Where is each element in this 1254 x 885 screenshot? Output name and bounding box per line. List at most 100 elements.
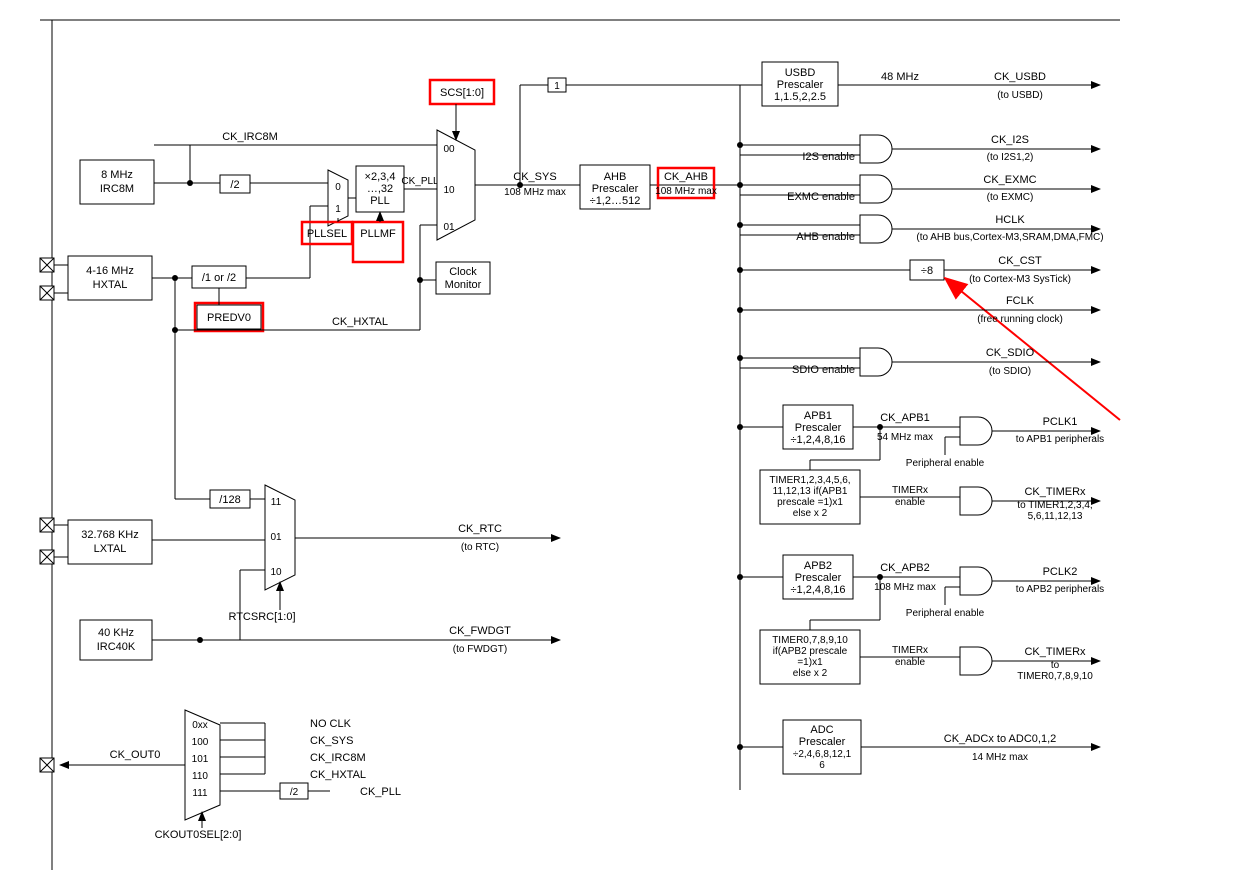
svg-text:CK_IRC8M: CK_IRC8M xyxy=(310,752,366,764)
svg-text:CK_OUT0: CK_OUT0 xyxy=(110,749,161,761)
svg-text:to: to xyxy=(1051,660,1060,671)
svg-text:108 MHz max: 108 MHz max xyxy=(504,187,566,198)
svg-text:CK_PLL: CK_PLL xyxy=(360,786,401,798)
svg-text:PCLK2: PCLK2 xyxy=(1043,566,1078,578)
svg-text:108 MHz max: 108 MHz max xyxy=(874,582,936,593)
svg-text:11,12,13 if(APB1: 11,12,13 if(APB1 xyxy=(773,486,848,497)
svg-text:LXTAL: LXTAL xyxy=(94,543,127,555)
svg-text:1: 1 xyxy=(554,81,560,92)
svg-text:/1 or /2: /1 or /2 xyxy=(202,272,236,284)
svg-text:TIMER0,7,8,9,10: TIMER0,7,8,9,10 xyxy=(772,635,848,646)
svg-text:CK_SDIO: CK_SDIO xyxy=(986,347,1035,359)
svg-text:APB1: APB1 xyxy=(804,410,832,422)
svg-text:NO CLK: NO CLK xyxy=(310,718,352,730)
svg-text:CK_AHB: CK_AHB xyxy=(664,171,708,183)
svg-text:=1)x1: =1)x1 xyxy=(797,657,823,668)
svg-text:÷1,2,4,8,16: ÷1,2,4,8,16 xyxy=(791,434,846,446)
svg-text:HCLK: HCLK xyxy=(995,214,1025,226)
svg-text:54 MHz max: 54 MHz max xyxy=(877,432,933,443)
svg-text:01: 01 xyxy=(270,532,282,543)
svg-text:TIMER0,7,8,9,10: TIMER0,7,8,9,10 xyxy=(1017,671,1093,682)
irc40k-block xyxy=(80,620,152,660)
svg-text:(to USBD): (to USBD) xyxy=(997,90,1043,101)
svg-text:PLLSEL: PLLSEL xyxy=(307,228,347,240)
svg-text:(to SDIO): (to SDIO) xyxy=(989,366,1031,377)
svg-text:CK_CST: CK_CST xyxy=(998,255,1042,267)
svg-text:40 KHz: 40 KHz xyxy=(98,627,134,639)
svg-text:0xx: 0xx xyxy=(192,720,208,731)
svg-text:EXMC enable: EXMC enable xyxy=(787,191,855,203)
svg-text:CK_USBD: CK_USBD xyxy=(994,71,1046,83)
svg-text:Monitor: Monitor xyxy=(445,279,482,291)
svg-text:÷8: ÷8 xyxy=(921,265,933,277)
svg-text:PLLMF: PLLMF xyxy=(360,228,396,240)
svg-text:CK_APB2: CK_APB2 xyxy=(880,562,930,574)
svg-text:CKOUT0SEL[2:0]: CKOUT0SEL[2:0] xyxy=(155,829,242,841)
svg-text:Prescaler: Prescaler xyxy=(777,79,824,91)
svg-text:(free running clock): (free running clock) xyxy=(977,314,1063,325)
svg-text:CK_EXMC: CK_EXMC xyxy=(983,174,1036,186)
svg-text:10: 10 xyxy=(270,567,282,578)
svg-text:Prescaler: Prescaler xyxy=(592,183,639,195)
svg-text:÷1,2…512: ÷1,2…512 xyxy=(590,195,641,207)
svg-text:×2,3,4: ×2,3,4 xyxy=(365,171,396,183)
svg-text:PCLK1: PCLK1 xyxy=(1043,416,1078,428)
svg-text:CK_TIMERx: CK_TIMERx xyxy=(1024,486,1086,498)
svg-text:÷2,4,6,8,12,1: ÷2,4,6,8,12,1 xyxy=(793,749,852,760)
hxtal-block xyxy=(68,256,152,300)
svg-text:110: 110 xyxy=(192,771,208,782)
svg-text:(to RTC): (to RTC) xyxy=(461,542,499,553)
svg-text:CK_FWDGT: CK_FWDGT xyxy=(449,625,511,637)
irc8m-l1: 8 MHz xyxy=(101,169,133,181)
svg-text:CK_RTC: CK_RTC xyxy=(458,523,502,535)
svg-text:CK_APB1: CK_APB1 xyxy=(880,412,930,424)
svg-text:CK_HXTAL: CK_HXTAL xyxy=(332,316,388,328)
svg-text:CK_SYS: CK_SYS xyxy=(310,735,353,747)
svg-text:48 MHz: 48 MHz xyxy=(881,71,919,83)
svg-text:6: 6 xyxy=(819,760,825,771)
svg-text:CK_PLL: CK_PLL xyxy=(401,176,439,187)
svg-text:ADC: ADC xyxy=(810,724,833,736)
svg-text:PREDV0: PREDV0 xyxy=(207,312,251,324)
sdio-gate xyxy=(860,348,892,376)
svg-text:CK_I2S: CK_I2S xyxy=(991,134,1029,146)
svg-text:to TIMER1,2,3,4,: to TIMER1,2,3,4, xyxy=(1017,500,1092,511)
svg-text:/2: /2 xyxy=(290,787,299,798)
svg-text:1: 1 xyxy=(335,204,341,215)
svg-text:CK_HXTAL: CK_HXTAL xyxy=(310,769,366,781)
exmc-gate xyxy=(860,175,892,203)
svg-text:4-16 MHz: 4-16 MHz xyxy=(86,265,134,277)
svg-text:10: 10 xyxy=(443,185,455,196)
svg-text:Prescaler: Prescaler xyxy=(795,422,842,434)
svg-text:(to I2S1,2): (to I2S1,2) xyxy=(987,152,1034,163)
ahb-gate xyxy=(860,215,892,243)
svg-text:CK_IRC8M: CK_IRC8M xyxy=(222,131,278,143)
svg-text:5,6,11,12,13: 5,6,11,12,13 xyxy=(1028,511,1083,522)
svg-text:SCS[1:0]: SCS[1:0] xyxy=(440,87,484,99)
lxtal-block xyxy=(68,520,152,564)
svg-text:(to Cortex-M3 SysTick): (to Cortex-M3 SysTick) xyxy=(969,274,1071,285)
svg-text:else x 2: else x 2 xyxy=(793,508,828,519)
svg-text:Prescaler: Prescaler xyxy=(799,736,846,748)
svg-text:RTCSRC[1:0]: RTCSRC[1:0] xyxy=(228,611,295,623)
svg-text:Peripheral enable: Peripheral enable xyxy=(906,608,985,619)
svg-text:108 MHz max: 108 MHz max xyxy=(655,186,717,197)
svg-text:1,1.5,2,2.5: 1,1.5,2,2.5 xyxy=(774,91,826,103)
svg-text:else x 2: else x 2 xyxy=(793,668,828,679)
irc8m-block xyxy=(80,160,154,204)
svg-text:101: 101 xyxy=(192,754,209,765)
svg-text:APB2: APB2 xyxy=(804,560,832,572)
svg-text:CK_ADCx to ADC0,1,2: CK_ADCx to ADC0,1,2 xyxy=(944,733,1057,745)
svg-text:/2: /2 xyxy=(230,179,239,191)
svg-text:prescale =1)x1: prescale =1)x1 xyxy=(777,497,843,508)
svg-text:AHB enable: AHB enable xyxy=(796,231,855,243)
svg-text:(to FWDGT): (to FWDGT) xyxy=(453,644,507,655)
svg-text:HXTAL: HXTAL xyxy=(93,279,128,291)
svg-text:00: 00 xyxy=(443,144,455,155)
svg-text:to APB2 peripherals: to APB2 peripherals xyxy=(1016,584,1104,595)
pll-mux xyxy=(328,170,348,226)
svg-text:SDIO enable: SDIO enable xyxy=(792,364,855,376)
svg-text:01: 01 xyxy=(443,222,455,233)
svg-text:PLL: PLL xyxy=(370,195,390,207)
svg-text:11: 11 xyxy=(271,497,282,508)
